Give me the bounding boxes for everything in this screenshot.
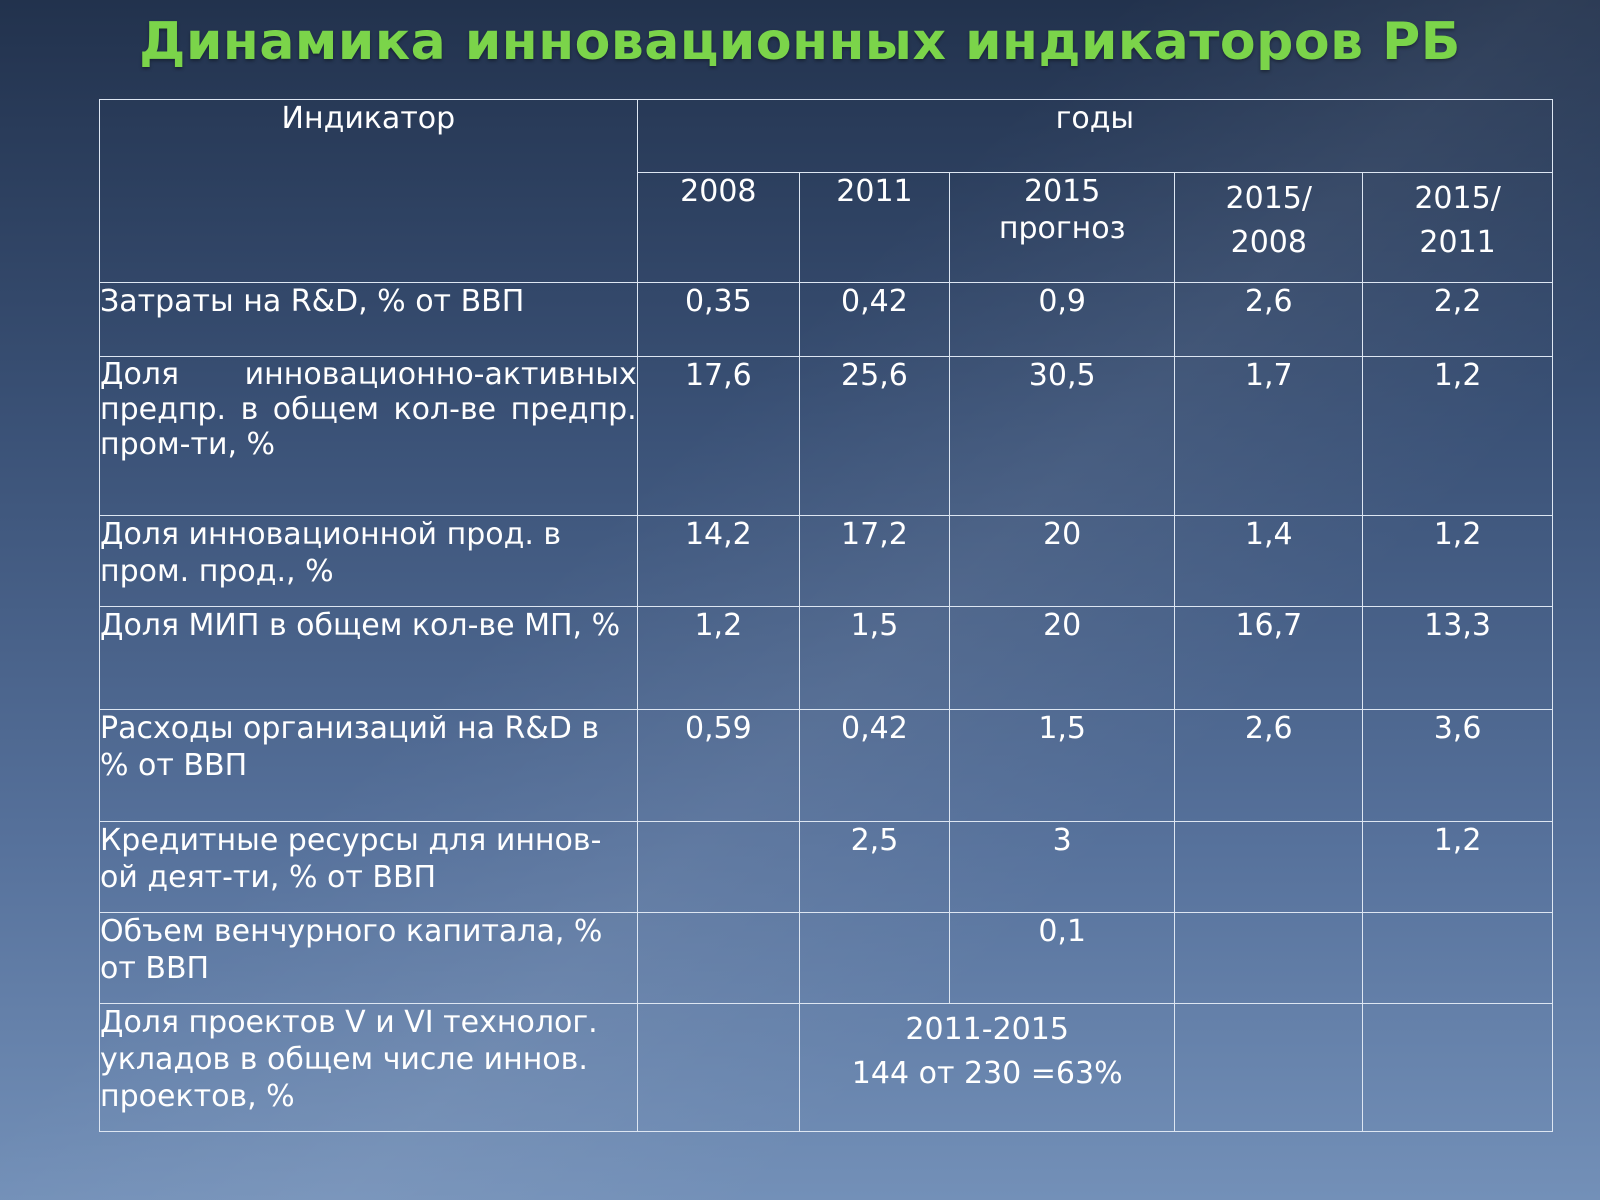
cell-2015: 0,1	[948, 912, 1176, 1004]
cell-2015: 1,5	[948, 709, 1176, 822]
cell-ratio-2008	[1174, 912, 1364, 1004]
cell-ratio-2011: 1,2	[1362, 356, 1553, 516]
header-indicator: Индикатор	[99, 99, 638, 283]
row-label: Доля инновационной прод. в пром. прод., …	[99, 515, 638, 607]
cell-2011-2015-merged: 2011-2015 144 от 230 =63%	[798, 1003, 1176, 1132]
table-row: Затраты на R&D, % от ВВП 0,35 0,42 0,9 2…	[99, 282, 1553, 357]
cell-2015: 3	[948, 821, 1176, 913]
cell-ratio-2008: 16,7	[1174, 606, 1364, 710]
cell-ratio-2008	[1174, 1003, 1364, 1132]
header-row-2: 2008 2011 2015 прогноз 2015/ 2008 2015/ …	[100, 172, 1553, 283]
cell-ratio-2008: 1,4	[1174, 515, 1364, 607]
row-label: Доля проектов V и VI технолог. укладов в…	[99, 1003, 638, 1132]
table-row: Доля инновационно-активных предпр. в общ…	[99, 356, 1553, 516]
header-year-2011: 2011	[798, 172, 950, 283]
slide-title: Динамика инновационных индикаторов РБ	[139, 12, 1461, 72]
cell-2008: 0,35	[636, 282, 800, 357]
cell-ratio-2011: 3,6	[1362, 709, 1553, 822]
cell-2008: 14,2	[636, 515, 800, 607]
row-label: Затраты на R&D, % от ВВП	[99, 282, 638, 357]
table-row: Расходы организаций на R&D в % от ВВП 0,…	[99, 709, 1553, 822]
cell-2008	[636, 1003, 800, 1132]
cell-ratio-2011: 1,2	[1362, 515, 1553, 607]
cell-2011: 0,42	[798, 282, 950, 357]
cell-2008	[636, 821, 800, 913]
cell-ratio-2008: 1,7	[1174, 356, 1364, 516]
cell-2011: 25,6	[798, 356, 950, 516]
cell-2015: 0,9	[948, 282, 1176, 357]
table-row: Объем венчурного капитала, % от ВВП 0,1	[99, 912, 1553, 1004]
cell-2008	[636, 912, 800, 1004]
header-row-1: Индикатор годы	[99, 99, 1554, 283]
cell-ratio-2008: 2,6	[1174, 709, 1364, 822]
cell-ratio-2011: 2,2	[1362, 282, 1553, 357]
cell-2011	[798, 912, 950, 1004]
merged-period: 2011-2015	[905, 1012, 1069, 1047]
row-label: Доля инновационно-активных предпр. в общ…	[99, 356, 638, 516]
cell-ratio-2008	[1174, 821, 1364, 913]
row-label: Кредитные ресурсы для иннов-ой деят-ти, …	[99, 821, 638, 913]
cell-2011: 2,5	[798, 821, 950, 913]
cell-ratio-2011	[1362, 912, 1553, 1004]
cell-2015: 30,5	[948, 356, 1176, 516]
row-label: Расходы организаций на R&D в % от ВВП	[99, 709, 638, 822]
cell-2015: 20	[948, 606, 1176, 710]
header-ratio-2015-2011: 2015/ 2011	[1362, 172, 1553, 283]
row-label: Доля МИП в общем кол-ве МП, %	[99, 606, 638, 710]
cell-ratio-2011	[1362, 1003, 1553, 1132]
row-label: Объем венчурного капитала, % от ВВП	[99, 912, 638, 1004]
header-ratio-2015-2008: 2015/ 2008	[1174, 172, 1364, 283]
cell-2008: 0,59	[636, 709, 800, 822]
cell-2008: 1,2	[636, 606, 800, 710]
header-years: годы	[636, 99, 1554, 173]
cell-2011: 17,2	[798, 515, 950, 607]
cell-ratio-2011: 13,3	[1362, 606, 1553, 710]
table-row: Кредитные ресурсы для иннов-ой деят-ти, …	[99, 821, 1553, 913]
table-row: Доля МИП в общем кол-ве МП, % 1,2 1,5 20…	[99, 606, 1553, 710]
cell-ratio-2011: 1,2	[1362, 821, 1553, 913]
header-year-2008: 2008	[636, 172, 800, 283]
cell-2011: 1,5	[798, 606, 950, 710]
indicators-table: Индикатор годы 2008 2011 2015 прогноз 20…	[99, 99, 1554, 1132]
cell-2015: 20	[948, 515, 1176, 607]
table-row: Доля проектов V и VI технолог. укладов в…	[99, 1003, 1553, 1132]
table-row: Доля инновационной прод. в пром. прод., …	[99, 515, 1553, 607]
header-year-2015-forecast: 2015 прогноз	[948, 172, 1176, 283]
cell-2008: 17,6	[636, 356, 800, 516]
merged-value: 144 от 230 =63%	[851, 1056, 1123, 1091]
cell-2011: 0,42	[798, 709, 950, 822]
cell-ratio-2008: 2,6	[1174, 282, 1364, 357]
